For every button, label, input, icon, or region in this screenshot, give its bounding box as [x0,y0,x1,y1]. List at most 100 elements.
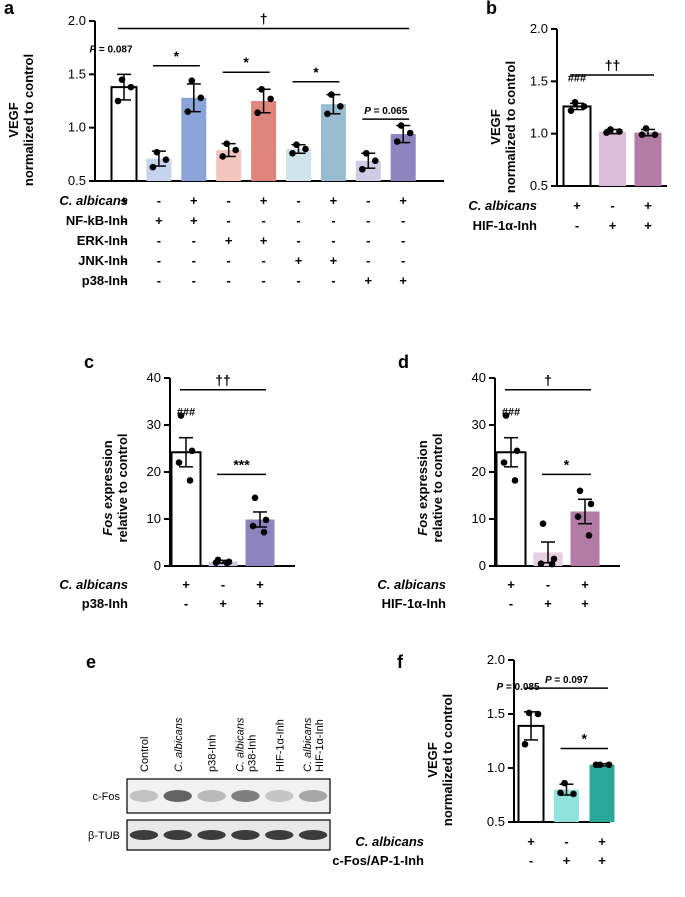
data-point [212,559,220,567]
data-point [337,103,344,110]
condition-sign: + [219,596,227,611]
condition-sign: + [190,213,198,228]
data-point [188,447,196,455]
p-symbol: P [364,106,371,117]
y-tick-label: 0 [154,558,161,573]
significance-label: †† [605,57,621,73]
data-point [592,761,600,769]
data-point [393,138,401,145]
data-point [406,129,414,137]
data-point [525,709,533,717]
panel-b: b VEGFnormalized to control 0.5 1.0 1.5 2.0 ††… [468,0,667,233]
blot-band [129,790,159,802]
condition-sign: + [120,193,128,208]
panel-letter-e: e [86,652,96,672]
data-point [251,494,259,502]
blot-row-label: β-TUB [88,830,120,842]
significance-label: * [582,731,588,747]
bar [634,132,662,186]
condition-sign: - [227,273,231,288]
condition-sign: + [544,596,552,611]
lane-label: C. albicansHIF-1α-Inh [302,717,326,772]
condition-sign: - [296,233,300,248]
data-point [328,91,335,98]
y-tick-label: 0.5 [68,173,86,188]
lane-label-line: HIF-1α-Inh [314,719,326,772]
condition-sign: + [644,198,652,213]
y-axis-label-line: normalized to control [440,694,455,826]
condition-sign: - [192,233,196,248]
lane-label-line: C. albicans [302,717,314,772]
condition-sign: + [256,577,264,592]
condition-label: C. albicans [59,577,128,592]
lane-label-line: C. albicans [173,717,185,772]
condition-sign: - [122,253,126,268]
y-axis-label: VEGFnormalized to control [425,694,455,826]
data-point [127,83,135,91]
blot-band [129,830,159,840]
y-tick-label: 0.5 [487,814,505,829]
data-point [500,459,508,466]
blot-band [163,790,192,802]
bar [170,451,202,568]
data-point [197,94,205,102]
data-point [605,761,613,769]
p-value: = 0.087 [96,44,133,55]
condition-sign: - [610,198,614,213]
y-axis-label-line: normalized to control [503,61,518,193]
y-tick-label: 30 [472,417,486,432]
lane-label: C. albicansp38-Inh [234,717,258,772]
condition-sign: + [399,193,407,208]
lane-label-line: Control [139,737,151,772]
condition-sign: - [296,273,300,288]
y-tick-label: 10 [472,511,486,526]
data-point [513,447,521,455]
condition-sign: - [261,213,265,228]
condition-sign: - [296,193,300,208]
condition-sign: - [331,233,335,248]
condition-sign: + [260,193,268,208]
condition-sign: + [581,596,589,611]
data-point [574,513,582,520]
y-axis-label-italic: Fos [100,513,115,536]
data-point [267,95,274,103]
data-point [534,710,542,718]
blot-row-label: c-Fos [93,791,121,803]
lane-label: p38-Inh [207,735,219,772]
bar [495,451,527,568]
p-value: = 0.085 [503,682,540,693]
data-point [118,76,126,83]
y-axis-label-text: expression [415,440,430,512]
condition-label: ERK-Inh [77,233,128,248]
data-point [223,140,230,147]
p-symbol: P [496,682,503,693]
condition-sign: - [227,253,231,268]
condition-sign: + [295,253,303,268]
panel-letter-a: a [4,0,15,18]
condition-label: JNK-Inh [78,253,128,268]
y-axis-label-line: VEGF [425,742,440,777]
condition-sign: + [644,218,652,233]
condition-label: C. albicans [468,198,537,213]
condition-sign: - [192,273,196,288]
condition-sign: + [573,198,581,213]
condition-label: c-Fos/AP-1-Inh [332,853,424,868]
data-point [570,790,577,798]
data-point [537,560,545,567]
data-point [184,108,192,115]
condition-sign: - [366,233,370,248]
bar [320,104,346,181]
condition-sign: - [575,218,579,233]
condition-sign: - [331,213,335,228]
condition-sign: - [546,577,550,592]
bar-annotation: ### [177,407,195,419]
lane-label: Control [139,737,151,772]
data-point [114,97,122,105]
lane-label-line: HIF-1α-Inh [274,719,286,772]
condition-sign: + [581,577,589,592]
data-point [232,146,239,154]
significance-label: * [313,64,319,80]
data-point [153,148,161,156]
